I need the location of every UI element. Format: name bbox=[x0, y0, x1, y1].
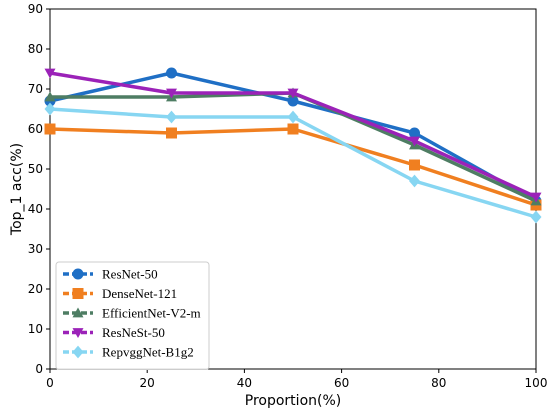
legend-marker bbox=[72, 307, 84, 318]
data-point bbox=[44, 91, 56, 102]
axes: 0 20 40 60 80 100 0 10 20 30 40 50 60 70 80 90 bbox=[28, 2, 548, 390]
y-tick-label: 0 bbox=[35, 362, 43, 376]
legend-label: ResNeSt-50 bbox=[102, 325, 165, 340]
data-point bbox=[166, 110, 177, 124]
series-lines bbox=[44, 67, 542, 224]
legend-entry: EfficientNet-V2-m bbox=[63, 306, 201, 321]
legend-marker bbox=[72, 345, 84, 359]
legend-label: DenseNet-121 bbox=[102, 286, 177, 301]
data-point bbox=[166, 67, 177, 79]
data-point bbox=[287, 123, 299, 135]
legend-entry: DenseNet-121 bbox=[63, 286, 177, 301]
y-tick-label: 20 bbox=[28, 282, 43, 296]
data-point bbox=[287, 88, 299, 99]
legend-marker bbox=[72, 268, 84, 280]
series-resnest-50 bbox=[44, 68, 542, 203]
legend-entry: ResNet-50 bbox=[63, 267, 158, 282]
data-point bbox=[530, 210, 542, 224]
series-repvggnet-b1g2 bbox=[44, 102, 542, 224]
legend-entry: RepvggNet-B1g2 bbox=[63, 345, 194, 360]
data-point bbox=[44, 102, 56, 116]
data-point bbox=[409, 127, 420, 139]
data-point bbox=[409, 174, 420, 188]
legend-marker bbox=[72, 328, 84, 338]
y-tick-label: 50 bbox=[28, 162, 43, 176]
x-tick-label: 0 bbox=[46, 376, 54, 390]
y-tick-label: 60 bbox=[28, 122, 43, 136]
data-point bbox=[409, 159, 420, 171]
data-point bbox=[44, 123, 56, 135]
y-tick-label: 90 bbox=[28, 2, 43, 16]
data-point bbox=[287, 110, 299, 124]
legend-box bbox=[55, 261, 210, 370]
legend-marker bbox=[72, 288, 84, 299]
data-point bbox=[409, 136, 420, 147]
y-tick-label: 30 bbox=[28, 242, 43, 256]
legend-label: EfficientNet-V2-m bbox=[102, 306, 201, 321]
data-point bbox=[530, 192, 542, 203]
y-tick-label: 40 bbox=[28, 202, 43, 216]
x-tick-label: 80 bbox=[431, 376, 446, 390]
plot-frame bbox=[49, 8, 537, 370]
y-tick-label: 80 bbox=[28, 42, 43, 56]
y-axis-label: Top_1 acc(%) bbox=[9, 143, 25, 236]
x-tick-label: 100 bbox=[525, 376, 548, 390]
x-tick-label: 60 bbox=[334, 376, 349, 390]
legend-label: RepvggNet-B1g2 bbox=[102, 345, 194, 360]
legend-label: ResNet-50 bbox=[102, 267, 158, 282]
data-point bbox=[44, 68, 56, 79]
legend-entry: ResNeSt-50 bbox=[63, 325, 165, 340]
series-line bbox=[48, 91, 538, 203]
data-point bbox=[287, 95, 299, 107]
data-point bbox=[166, 88, 177, 99]
y-tick-label: 70 bbox=[28, 82, 43, 96]
y-tick-label: 10 bbox=[28, 322, 43, 336]
legend: ResNet-50 DenseNet-121 EfficientNet-V2-m Re… bbox=[55, 261, 210, 370]
x-tick-label: 20 bbox=[140, 376, 155, 390]
data-point bbox=[166, 127, 177, 139]
x-axis-label: Proportion(%) bbox=[245, 393, 341, 409]
x-tick-label: 40 bbox=[237, 376, 252, 390]
